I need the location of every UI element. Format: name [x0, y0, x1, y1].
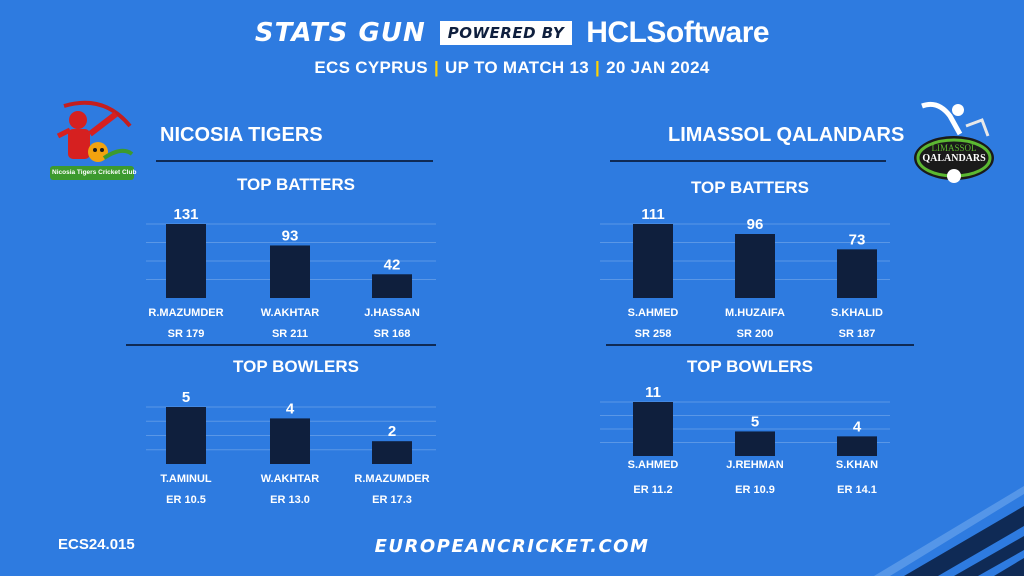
match-info: UP TO MATCH 13 [445, 58, 590, 77]
data-label: 93 [282, 227, 299, 244]
data-label: 42 [384, 256, 401, 273]
section-title-right-batters: TOP BATTERS [690, 178, 810, 197]
logo-caption-bottom: QALANDARS [922, 153, 986, 164]
chart-right-bowlers: 11 S.AHMED ER 11.2 5 J.REHMAN ER 10.9 4 S.KHAN E… [600, 384, 890, 496]
stat-label: ER 10.5 [166, 494, 206, 506]
league-name: ECS CYPRUS [314, 58, 428, 77]
bar [270, 418, 310, 464]
category-label: T.AMINUL [160, 473, 212, 485]
qalandar-emblem-icon [914, 101, 994, 183]
bar [372, 441, 412, 464]
stat-label: ER 13.0 [270, 494, 310, 506]
graphic-code: ECS24.015 [58, 536, 135, 553]
stat-label: SR 211 [272, 328, 308, 340]
bar [270, 245, 310, 298]
bar [633, 402, 673, 456]
logo-caption: Nicosia Tigers Cricket Club [52, 169, 137, 176]
stat-label: SR 258 [635, 328, 672, 340]
stat-label: ER 10.9 [735, 484, 775, 496]
logo-caption-top: LIMASSOL [931, 143, 977, 153]
data-label: 5 [751, 413, 759, 430]
category-label: M.HUZAIFA [725, 307, 785, 319]
data-label: 4 [286, 400, 295, 417]
stat-label: ER 17.3 [372, 494, 412, 506]
bar [166, 224, 206, 298]
category-label: W.AKHTAR [261, 473, 320, 485]
category-label: S.KHALID [831, 307, 883, 319]
brand-row: STATS GUN POWERED BY HCLSoftware [0, 16, 1024, 50]
tiger-icon [50, 100, 134, 180]
data-label: 2 [388, 423, 396, 440]
bar [837, 249, 877, 298]
data-label: 5 [182, 389, 190, 406]
category-label: S.AHMED [628, 459, 679, 471]
divider-right-top [610, 160, 886, 162]
bar [735, 234, 775, 298]
data-label: 11 [645, 384, 661, 401]
data-label: 4 [853, 418, 862, 435]
sponsor-logo: HCLSoftware [586, 16, 770, 49]
category-label: R.MAZUMDER [354, 473, 429, 485]
team-name-right: LIMASSOL QALANDARS [668, 124, 905, 146]
chart-left-bowlers: 5 T.AMINUL ER 10.5 4 W.AKHTAR ER 13.0 2 R.MAZUM… [146, 389, 436, 506]
category-label: W.AKHTAR [261, 307, 320, 319]
stats-gun-logo: STATS GUN [254, 18, 426, 48]
bar [633, 224, 673, 298]
bar [837, 436, 877, 456]
section-title-left-batters: TOP BATTERS [236, 175, 356, 194]
section-title-left-bowlers: TOP BOWLERS [233, 357, 359, 376]
data-label: 73 [849, 231, 866, 248]
header: STATS GUN POWERED BY HCLSoftware ECS CYP… [0, 0, 1024, 90]
stat-label: SR 168 [374, 328, 411, 340]
team-name-left: NICOSIA TIGERS [160, 124, 323, 146]
stat-label: SR 200 [737, 328, 774, 340]
bar [372, 274, 412, 298]
bar [735, 431, 775, 456]
stat-label: ER 11.2 [633, 484, 672, 496]
data-label: 111 [641, 206, 664, 223]
category-label: J.REHMAN [726, 459, 784, 471]
powered-by-badge: POWERED BY [439, 21, 573, 45]
data-label: 96 [747, 216, 764, 233]
category-label: R.MAZUMDER [148, 307, 223, 319]
stat-label: SR 179 [168, 328, 205, 340]
section-title-right-bowlers: TOP BOWLERS [687, 357, 813, 376]
bar [166, 407, 206, 464]
limassol-qalandars-logo: LIMASSOL QALANDARS [904, 96, 1004, 188]
chart-left-batters: 131 R.MAZUMDER SR 179 93 W.AKHTAR SR 211 42 J.H… [146, 206, 436, 340]
divider-right-mid [606, 344, 914, 346]
category-label: S.KHAN [836, 459, 878, 471]
separator-icon: | [433, 58, 440, 77]
stat-label: SR 187 [839, 328, 876, 340]
website-link[interactable]: EUROPEANCRICKET.COM [374, 536, 650, 557]
divider-left-mid [126, 344, 436, 346]
date: 20 JAN 2024 [606, 58, 710, 77]
divider-left-top [156, 160, 433, 162]
data-label: 131 [173, 206, 198, 223]
decorative-stripes-icon [874, 486, 1024, 576]
nicosia-tigers-logo: Nicosia Tigers Cricket Club [44, 96, 140, 188]
separator-icon: | [595, 58, 601, 77]
chart-right-batters: 111 S.AHMED SR 258 96 M.HUZAIFA SR 200 73 S.KHA… [600, 206, 890, 340]
category-label: J.HASSAN [364, 307, 420, 319]
category-label: S.AHMED [628, 307, 679, 319]
subtitle: ECS CYPRUS | UP TO MATCH 13 | 20 JAN 2024 [0, 58, 1024, 78]
stat-label: ER 14.1 [837, 484, 877, 496]
